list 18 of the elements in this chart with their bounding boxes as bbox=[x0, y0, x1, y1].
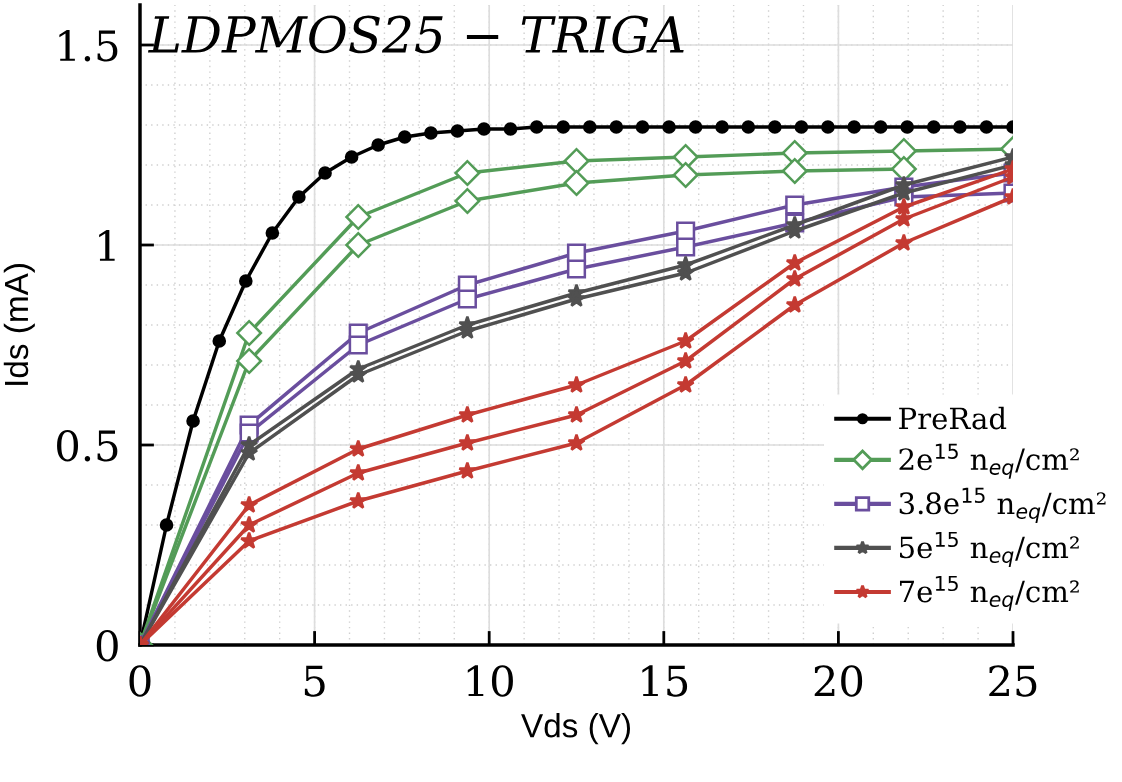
chart-title: LDPMOS25 − TRIGA bbox=[147, 15, 684, 54]
legend-label: 3.8e$^{15}$ n$_{eq}$/cm² bbox=[899, 487, 1106, 523]
y-tick-label: 1.5 bbox=[59, 29, 118, 62]
legend-label: 5e$^{15}$ n$_{eq}$/cm² bbox=[900, 531, 1079, 567]
x-tick-label: 15 bbox=[642, 665, 688, 697]
x-tick-label: 0 bbox=[129, 665, 151, 697]
x-tick-label: 10 bbox=[467, 665, 513, 697]
legend-label: 7e$^{15}$ n$_{eq}$/cm² bbox=[899, 575, 1079, 611]
y-tick-label: 0.5 bbox=[57, 429, 118, 462]
y-tick-label: 1 bbox=[99, 229, 115, 261]
y-axis-title: Ids (mA) bbox=[3, 264, 35, 385]
x-tick-label: 20 bbox=[814, 665, 863, 697]
legend-label: PreRad bbox=[899, 406, 1007, 430]
x-axis-title: Vds (V) bbox=[521, 713, 630, 745]
x-tick-label: 5 bbox=[304, 665, 325, 697]
x-tick-label: 25 bbox=[989, 665, 1037, 697]
y-tick-label: 0 bbox=[96, 629, 118, 662]
legend-label: 2e$^{15}$ n$_{eq}$/cm² bbox=[899, 443, 1079, 479]
